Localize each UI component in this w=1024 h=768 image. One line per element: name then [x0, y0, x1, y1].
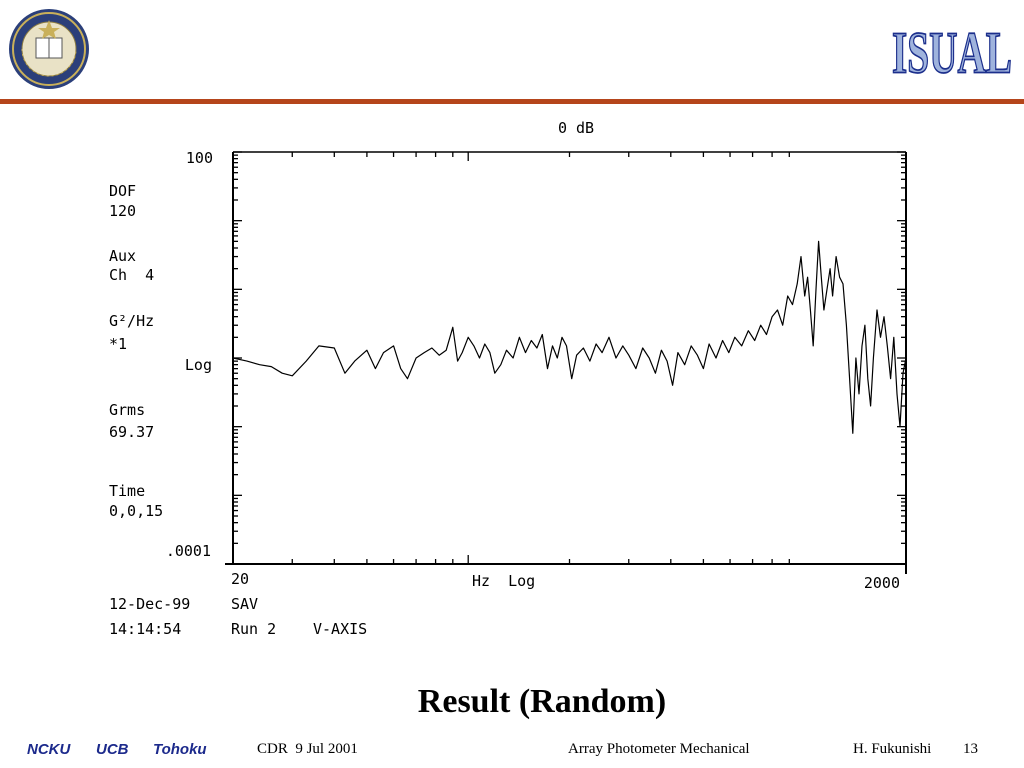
university-seal-logo [9, 9, 89, 89]
footer-org-ucb: UCB [96, 741, 129, 758]
footer-topic: Array Photometer Mechanical [568, 741, 750, 757]
time-label: Time [109, 482, 145, 500]
chart-title: 0 dB [558, 119, 594, 137]
dof-label: DOF [109, 182, 136, 200]
y-axis-label: Log [185, 356, 212, 374]
psd-chart: 0 dB 100 .0001 Log DOF 120 Aux Ch 4 G²/H… [109, 119, 907, 638]
clock-label: 14:14:54 [109, 620, 181, 638]
footer-page-number: 13 [963, 741, 978, 757]
footer-author: H. Fukunishi [853, 741, 932, 757]
date-label: 12-Dec-99 [109, 595, 190, 613]
footer-org-tohoku: Tohoku [153, 741, 207, 758]
time-value: 0,0,15 [109, 502, 163, 520]
aux-label: Aux [109, 247, 136, 265]
dof-value: 120 [109, 202, 136, 220]
footer-org-ncku: NCKU [27, 741, 71, 758]
isual-logo-text: ISUAL [892, 22, 1012, 86]
plot-frame [225, 151, 907, 574]
channel-label: Ch 4 [109, 266, 154, 284]
run-label: Run 2 [231, 620, 276, 638]
axis-name-label: V-AXIS [313, 620, 367, 638]
units-label: G²/Hz [109, 312, 154, 330]
grms-label: Grms [109, 401, 145, 419]
isual-logo: ISUAL [891, 22, 1013, 87]
x-tick-label-right: 2000 [864, 574, 900, 592]
x-tick-label-left: 20 [231, 570, 249, 588]
slide-title: Result (Random) [417, 683, 667, 720]
units-multiplier: *1 [109, 335, 127, 353]
grms-value: 69.37 [109, 423, 154, 441]
y-tick-label-bottom: .0001 [166, 542, 211, 560]
psd-series-line [232, 240, 907, 434]
mode-label: SAV [231, 595, 258, 613]
x-axis-label: Hz Log [472, 572, 535, 590]
y-tick-label-top: 100 [186, 149, 213, 167]
footer-document: CDR 9 Jul 2001 [257, 741, 358, 757]
axis-ticks [233, 151, 907, 574]
header-rule [0, 99, 1024, 104]
